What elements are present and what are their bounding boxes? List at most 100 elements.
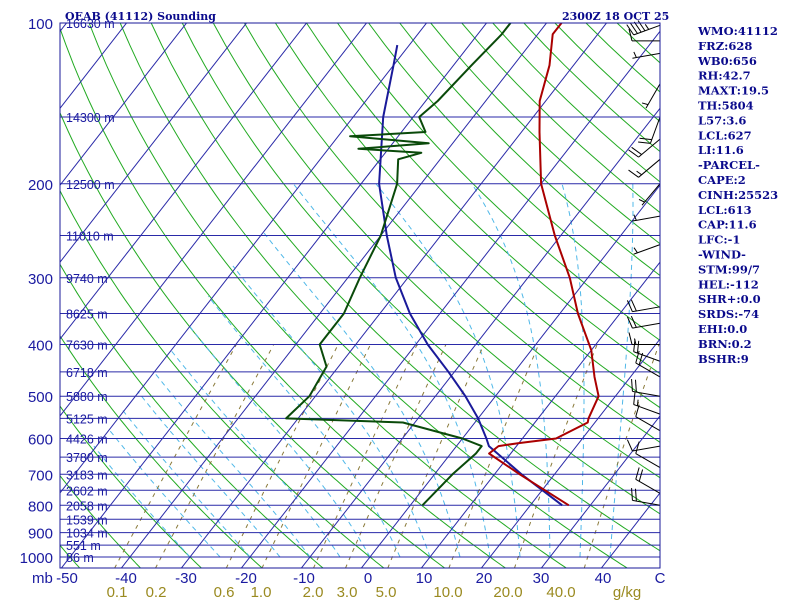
height-label: 7630 m [66,339,108,353]
temperature-tick-label: 0 [364,570,372,587]
plot-frame [59,22,661,569]
height-label: 5125 m [66,412,108,426]
mixing-ratio-line [387,344,485,568]
wind-barb [635,350,661,378]
isotherm [60,23,308,340]
height-label: 5880 m [66,390,108,404]
isotherm [60,23,368,417]
isotherm [60,23,488,568]
height-label: 1539 m [66,513,108,527]
moist-adiabat [137,391,281,558]
mixing-ratio-line [114,344,237,568]
temperature-tick-label: -30 [175,570,197,587]
wind-barb [638,183,661,206]
isotherm [60,23,128,110]
wind-barb [631,488,661,506]
height-label: 12500 m [66,178,115,192]
wind-barb [628,28,660,42]
wind-barb [635,441,661,468]
temperature-tick-label: C [655,570,666,587]
index-line: L57:3.6 [698,113,746,127]
mixing-ratio-label: 1.0 [251,584,272,600]
pressure-tick-label: 1000 [20,550,53,567]
isotherm [360,184,660,568]
wind-barb [632,214,661,222]
mixing-ratio-line [261,344,371,568]
height-label: 11010 m [66,229,114,243]
moist-adiabat [207,296,401,558]
mixing-ratio-lines [114,344,660,568]
wind-barb [641,83,661,109]
wind-barb [631,379,661,397]
height-label: 9740 m [66,272,108,286]
pressure-tick-label: 400 [28,338,53,355]
mixing-ratio-line [583,344,660,568]
height-label: 551 m [66,539,101,553]
moist-adiabat [261,230,461,558]
index-line: -PARCEL- [698,158,760,172]
index-line: LI:11.6 [698,143,744,157]
index-line: LCL:627 [698,128,752,142]
dewpoint-trace [285,23,512,506]
pressure-tick-label: 600 [28,432,53,449]
mixing-ratio-label: 20.0 [493,584,522,600]
temperature-tick-label: 10 [416,570,433,587]
dry-adiabat [60,335,263,568]
height-label: 2058 m [66,499,108,513]
dry-adiabat [60,405,203,568]
index-line: SRDS:-74 [698,307,759,321]
isotherms [60,23,660,568]
mixing-ratio-label: 10.0 [433,584,462,600]
mixing-ratio-line [513,344,598,568]
pressure-tick-label: 100 [28,16,53,33]
index-line: EHI:0.0 [698,322,747,336]
pressure-tick-label: 700 [28,467,53,484]
mixing-ratio-label: g/kg [613,584,641,600]
mixing-ratio-label: 40.0 [546,584,575,600]
index-line: CAPE:2 [698,173,746,187]
mixing-ratio-line [312,344,418,568]
moist-adiabat [93,445,191,558]
temperature-tick-label: 20 [476,570,493,587]
pressure-tick-label: 800 [28,498,53,515]
height-label: 16630 m [66,17,115,31]
chart-title: OEAB (41112) Sounding [65,10,216,23]
mixing-ratio-label: 0.1 [107,584,128,600]
isotherm [540,415,660,568]
height-label: 1034 m [66,527,108,541]
wind-barb [626,315,661,329]
wind-barb [632,51,661,59]
isotherm [60,23,188,187]
height-label: 3183 m [66,468,108,482]
moist-adiabat [121,409,251,558]
moist-adiabat [153,371,311,558]
pressure-unit: mb [32,570,53,587]
temperature-tick-label: 30 [533,570,550,587]
temperature-tick-label: 40 [595,570,612,587]
index-line: LFC:-1 [698,233,740,247]
wind-barb [626,20,661,36]
height-label: 14300 m [66,111,115,125]
height-label: 86 m [66,551,94,565]
mixing-ratio-line [448,344,540,568]
index-line: BRN:0.2 [698,337,752,351]
height-label: 6718 m [66,366,108,380]
pressure-tick-label: 300 [28,271,53,288]
wind-barb [635,404,661,432]
wind-barb [638,116,661,144]
mixing-ratio-label: 5.0 [376,584,397,600]
wind-barb [633,244,661,255]
sounding-profiles [285,23,600,507]
index-line: WMO:41112 [697,24,778,38]
wind-barb [633,392,661,415]
temperature-trace [488,23,600,507]
mixing-ratio-label: 2.0 [303,584,324,600]
dry-adiabat [0,0,19,568]
index-line: CINH:25523 [698,188,778,202]
index-line: HEL:-112 [698,277,759,291]
mixing-ratio-label: 0.6 [214,584,235,600]
isotherm [120,23,548,568]
isotherm [60,23,248,263]
